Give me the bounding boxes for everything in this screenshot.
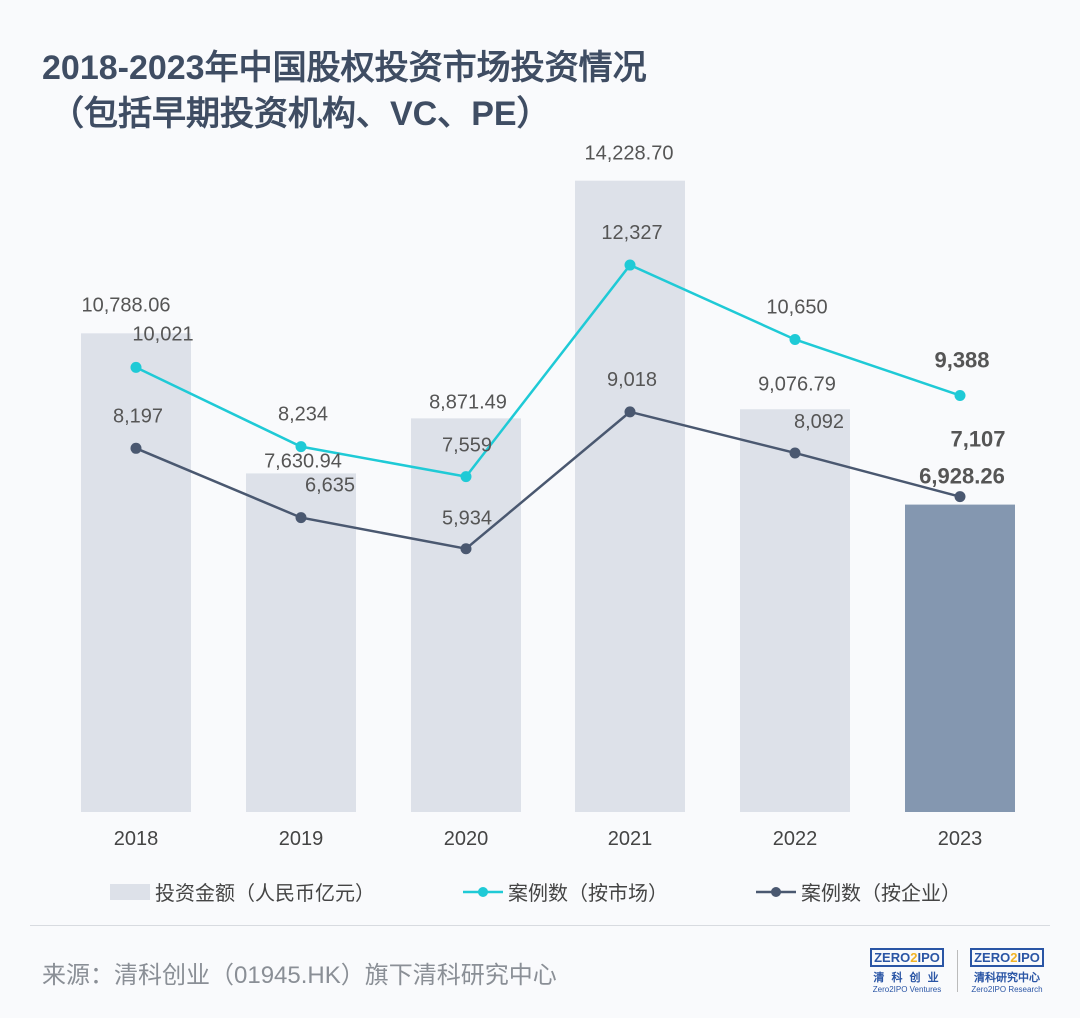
chart-svg: 10,788.06 7,630.94 8,871.49 14,228.70 9,076.…	[81, 143, 1015, 905]
data-label: 10,021	[132, 323, 193, 345]
x-tick-label: 2023	[938, 828, 983, 850]
legend-label: 投资金额（人民币亿元）	[155, 882, 375, 905]
x-tick-label: 2019	[279, 828, 324, 850]
data-label: 8,234	[278, 404, 328, 426]
chart-subtitle: （包括早期投资机构、VC、PE）	[50, 95, 551, 133]
data-label: 8,197	[113, 405, 163, 427]
data-label: 5,934	[442, 508, 492, 530]
data-label: 7,107	[950, 427, 1005, 452]
chart-title: 2018-2023年中国股权投资市场投资情况	[42, 49, 647, 87]
point-1-2020	[460, 471, 472, 483]
source-note: 来源：清科创业（01945.HK）旗下清科研究中心	[42, 962, 557, 989]
x-tick-label: 2018	[114, 828, 159, 850]
point-1-2023	[954, 389, 966, 401]
x-tick-label: 2020	[444, 828, 489, 850]
data-label: 9,076.79	[758, 373, 836, 395]
bar-2021	[575, 180, 685, 812]
divider	[30, 925, 1050, 926]
point-1-2022	[789, 333, 801, 345]
bar-2020	[411, 418, 521, 812]
line-series-2	[135, 410, 961, 551]
logo-zero2ipo-ventures: ZERO2IPO 清 科 创 业 Zero2IPO Ventures	[862, 948, 952, 994]
data-label: 10,788.06	[82, 294, 171, 316]
point-2-2022	[789, 447, 801, 459]
legend-label: 案例数（按企业）	[801, 882, 961, 905]
data-label: 9,018	[607, 369, 657, 391]
bar-2022	[740, 409, 850, 812]
logo-zero2ipo-research: ZERO2IPO 清科研究中心 Zero2IPO Research	[970, 948, 1044, 994]
point-2-2020	[460, 543, 472, 555]
data-label: 9,388	[934, 347, 989, 372]
bar-2023	[905, 504, 1015, 812]
x-tick-label: 2021	[608, 828, 653, 850]
data-label: 8,092	[794, 411, 844, 433]
data-label: 14,228.70	[585, 143, 674, 165]
point-1-2019	[295, 441, 307, 453]
point-1-2021	[624, 259, 636, 271]
data-label: 12,327	[601, 222, 662, 244]
data-label: 7,559	[442, 435, 492, 457]
data-label: 6,635	[305, 475, 355, 497]
point-2-2023	[954, 491, 966, 503]
data-label: 7,630.94	[264, 450, 342, 472]
point-2-2019	[295, 512, 307, 524]
logo-separator	[957, 950, 958, 992]
x-tick-label: 2022	[773, 828, 818, 850]
point-1-2018	[130, 361, 142, 373]
point-2-2018	[130, 442, 142, 454]
data-label: 8,871.49	[429, 391, 507, 413]
legend-swatch-marker	[771, 887, 781, 897]
legend-label: 案例数（按市场）	[508, 882, 668, 905]
legend-swatch-bar	[110, 884, 150, 900]
data-label: 10,650	[766, 296, 827, 318]
bar-2018	[81, 333, 191, 812]
point-2-2021	[624, 406, 636, 418]
data-label: 6,928.26	[919, 464, 1005, 489]
line-series-1	[135, 263, 961, 478]
bar-2019	[246, 473, 356, 812]
legend-swatch-marker	[478, 887, 488, 897]
